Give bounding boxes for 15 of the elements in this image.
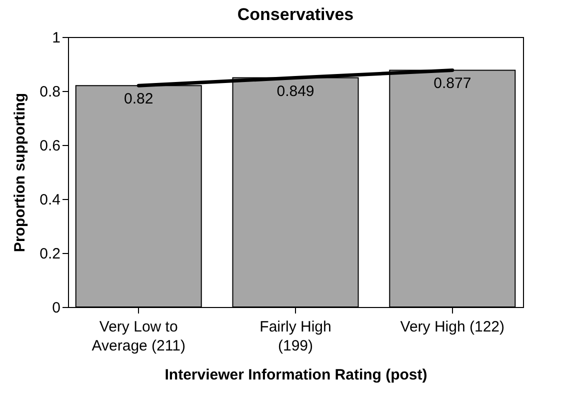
y-tick-label: 0.8 xyxy=(40,84,60,100)
y-tick-label: 1 xyxy=(52,30,60,46)
data-label: 0.849 xyxy=(276,82,314,100)
y-tick-label: 0.4 xyxy=(40,192,60,208)
data-label: 0.877 xyxy=(434,75,472,92)
y-tick-label: 0.6 xyxy=(40,138,60,154)
chart-title: Conservatives xyxy=(237,5,354,24)
data-label: 0.82 xyxy=(124,90,154,108)
y-axis-title: Proportion supporting xyxy=(12,92,29,252)
x-tick-label: Very Low to Average (211) xyxy=(92,318,186,354)
x-tick-label: Fairly High (199) xyxy=(260,318,332,354)
y-tick-label: 0 xyxy=(52,300,60,316)
x-axis-title: Interviewer Information Rating (post) xyxy=(164,366,428,384)
y-tick-label: 0.2 xyxy=(40,246,60,262)
x-tick-label: Very High (122) xyxy=(400,318,505,336)
